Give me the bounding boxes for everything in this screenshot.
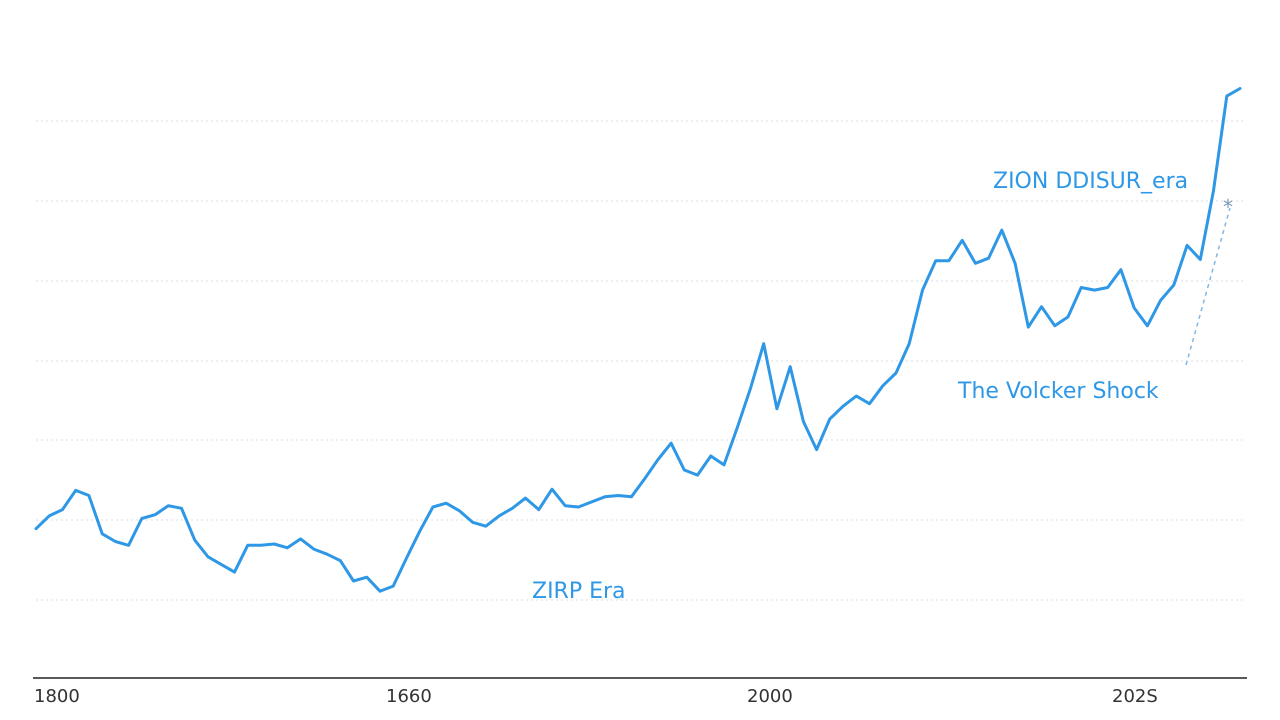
annotation-top: ZION DDISUR_era [993,169,1188,194]
annotation-leader-line [1185,207,1231,366]
x-tick-label: 1660 [386,686,432,707]
annotation-middle: The Volcker Shock [957,379,1159,404]
annotation-marker: * [1223,195,1233,219]
x-tick-label: 202S [1112,686,1158,707]
grid-lines [36,120,1246,601]
series-line [34,87,1242,593]
x-tick-label: 1800 [34,686,80,707]
annotation-bottom: ZIRP Era [532,579,626,604]
x-tick-label: 2000 [747,686,793,707]
